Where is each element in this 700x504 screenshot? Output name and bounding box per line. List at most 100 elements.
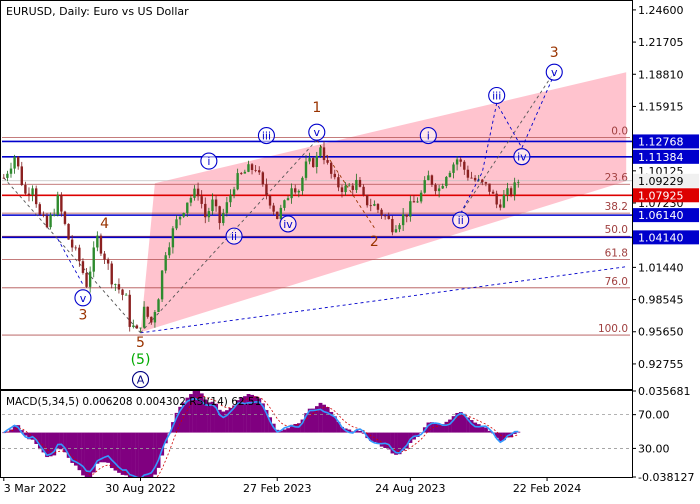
macd-bar (336, 421, 341, 433)
macd-bar (217, 409, 222, 433)
macd-bar (494, 432, 499, 438)
macd-bar (365, 432, 370, 439)
macd-bar (210, 401, 215, 433)
key-level-label-bg (633, 208, 699, 223)
candle-body (297, 190, 301, 193)
macd-bar (379, 432, 384, 447)
time-tick-label: 27 Feb 2023 (243, 482, 311, 495)
macd-bar (196, 391, 201, 433)
macd-bar (235, 400, 240, 433)
price-tick-label: 1.15915 (638, 100, 684, 113)
macd-bar (84, 432, 89, 477)
macd-bar (138, 432, 143, 477)
current-price-label: 1.09229 (638, 175, 684, 188)
indicator-tick-label: 30.00 (638, 442, 670, 455)
macd-bar (88, 432, 93, 477)
candle-body (484, 182, 488, 184)
macd-bar (516, 431, 521, 433)
macd-bar (192, 391, 197, 433)
macd-bar (286, 428, 291, 433)
candle-body (70, 239, 74, 248)
candle-body (45, 215, 49, 228)
macd-bar (106, 432, 111, 463)
candle-body (416, 201, 419, 203)
candle-body (200, 196, 203, 204)
candle-body (463, 161, 466, 170)
macd-bar (264, 410, 269, 433)
macd-bar (419, 432, 424, 434)
candle-body (319, 147, 322, 156)
candle-body (466, 169, 470, 178)
price-tick-label: 1.24600 (638, 4, 684, 17)
candle-body (358, 179, 362, 187)
macd-bar (160, 432, 165, 456)
macd-bar (311, 408, 316, 433)
candle-body (240, 173, 243, 174)
candle-body (473, 177, 477, 181)
macd-bar (383, 432, 388, 449)
candle-body (369, 205, 372, 207)
fib-label: 61.8 (605, 248, 628, 260)
wave-label: 3 (78, 308, 87, 324)
macd-bar (12, 425, 17, 433)
macd-bar (322, 404, 326, 433)
candle-body (279, 207, 283, 219)
macd-bar (156, 432, 161, 468)
wave-circle (257, 126, 275, 145)
macd-bar (73, 432, 78, 466)
fib-label: 50.0 (605, 224, 628, 236)
candle-body (409, 201, 412, 217)
candle-body (383, 215, 387, 217)
rsi-line (3, 397, 519, 477)
macd-bar (347, 429, 352, 433)
trendline (3, 177, 141, 334)
candle-body (110, 263, 113, 285)
macd-bar (37, 432, 42, 450)
candle-body (459, 159, 462, 162)
wave-circle (279, 215, 297, 233)
candle-body (401, 214, 405, 226)
candle-body (312, 158, 315, 167)
macd-bar (142, 432, 147, 477)
wave-circle (452, 211, 470, 229)
macd-bar (120, 432, 125, 475)
candle-body (56, 194, 59, 215)
candle-body (394, 229, 398, 233)
macd-bar (332, 416, 337, 433)
macd-bar (390, 432, 395, 454)
macd-bar (221, 411, 226, 433)
macd-bar (131, 432, 136, 477)
macd-bar (257, 398, 262, 433)
macd-bar (462, 413, 467, 433)
candle-body (365, 194, 369, 206)
key-level-label: 1.07925 (638, 189, 684, 202)
macd-bar (318, 402, 323, 433)
macd-bar (282, 429, 287, 433)
candle-body (60, 194, 63, 212)
macd-bar (102, 432, 107, 463)
candle-body (502, 195, 506, 208)
candle-body (142, 306, 146, 328)
wave-label: (5) (131, 352, 151, 368)
candle-body (254, 169, 257, 171)
key-level-label: 1.11384 (638, 151, 684, 164)
macd-bar (268, 417, 273, 433)
macd-bar (289, 424, 294, 433)
candle-body (344, 185, 347, 193)
macd-bar (95, 432, 100, 464)
candle-body (218, 206, 221, 224)
wave-label: v (551, 66, 558, 79)
macd-bar (225, 410, 229, 433)
candle-body (448, 172, 452, 177)
macd-bar (466, 417, 470, 433)
macd-bar (293, 423, 298, 433)
time-axis: 3 Mar 2022 30 Aug 2022 27 Feb 2023 24 Aug 2… (3, 477, 581, 495)
candle-body (20, 166, 23, 186)
macd-bar (451, 416, 456, 433)
candle-body (182, 212, 185, 217)
candle-body (153, 311, 157, 323)
candle-body (509, 188, 513, 195)
wave-label: ii (231, 230, 237, 243)
